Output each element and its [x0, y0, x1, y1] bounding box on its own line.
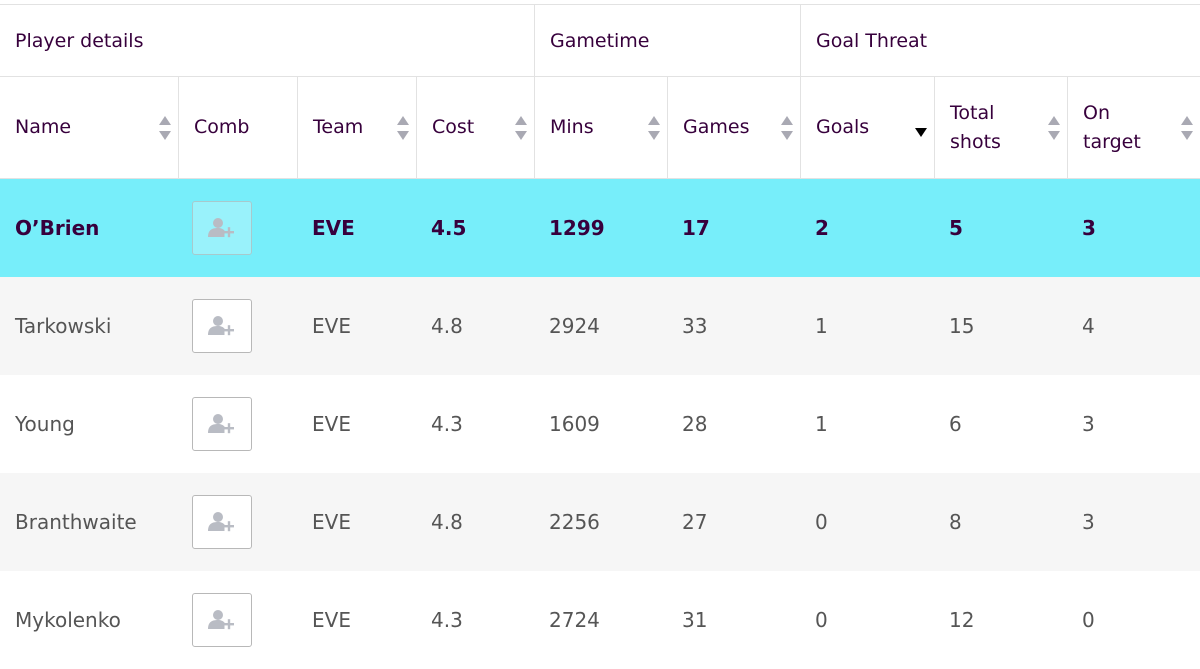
sort-toggle-icon[interactable]	[396, 115, 410, 140]
games: 28	[682, 412, 708, 436]
column-label: Comb	[194, 116, 250, 138]
add-user-icon	[208, 316, 234, 336]
goals: 1	[815, 314, 828, 338]
total-shots: 8	[949, 510, 962, 534]
player-name: Branthwaite	[15, 510, 137, 534]
add-user-icon	[208, 414, 234, 434]
on-target: 3	[1082, 216, 1096, 240]
group-goal-threat: Goal Threat	[800, 4, 1200, 77]
cost: 4.5	[431, 216, 467, 240]
cost: 4.8	[431, 510, 463, 534]
mins: 1609	[549, 412, 600, 436]
add-to-comparison-button[interactable]	[192, 397, 252, 451]
cost: 4.3	[431, 608, 463, 632]
group-label: Player details	[15, 29, 144, 52]
total-shots: 6	[949, 412, 962, 436]
sort-toggle-icon[interactable]	[514, 115, 528, 140]
mins: 2256	[549, 510, 600, 534]
group-label: Gametime	[550, 29, 650, 52]
group-label: Goal Threat	[816, 29, 928, 52]
column-label: Team	[313, 116, 364, 138]
player-name: O’Brien	[15, 216, 100, 240]
sort-toggle-icon[interactable]	[1180, 115, 1194, 140]
cost: 4.3	[431, 412, 463, 436]
team: EVE	[312, 216, 355, 240]
column-header-games[interactable]: Games	[667, 77, 800, 179]
team: EVE	[312, 314, 351, 338]
column-header-row: Name Comb Team Cost Mins Games Goals Tot…	[0, 77, 1200, 179]
add-to-comparison-button[interactable]	[192, 593, 252, 647]
goals: 0	[815, 608, 828, 632]
total-shots: 12	[949, 608, 975, 632]
player-stats-table: Player details Gametime Goal Threat Name…	[0, 0, 1200, 647]
column-header-team[interactable]: Team	[297, 77, 416, 179]
table-row[interactable]: O’Brien EVE 4.5 1299 17 2 5 3	[0, 179, 1200, 277]
player-name: Tarkowski	[15, 314, 112, 338]
table-row[interactable]: Young EVE 4.3 1609 28 1 6 3	[0, 375, 1200, 473]
column-label: Mins	[550, 116, 594, 138]
sort-descending-icon[interactable]	[914, 116, 928, 140]
column-label: Cost	[432, 116, 475, 138]
mins: 2924	[549, 314, 600, 338]
add-user-icon	[208, 218, 234, 238]
column-label: Games	[683, 116, 750, 138]
total-shots: 5	[949, 216, 963, 240]
team: EVE	[312, 412, 351, 436]
sort-toggle-icon[interactable]	[158, 115, 172, 140]
column-label: Goals	[816, 116, 870, 138]
on-target: 3	[1082, 412, 1095, 436]
table-row[interactable]: Branthwaite EVE 4.8 2256 27 0 8 3	[0, 473, 1200, 571]
comb-cell	[178, 179, 297, 277]
add-to-comparison-button[interactable]	[192, 201, 252, 255]
add-to-comparison-button[interactable]	[192, 495, 252, 549]
sort-toggle-icon[interactable]	[1047, 115, 1061, 140]
column-header-mins[interactable]: Mins	[534, 77, 667, 179]
games: 17	[682, 216, 710, 240]
on-target: 0	[1082, 608, 1095, 632]
sort-toggle-icon[interactable]	[647, 115, 661, 140]
column-header-goals[interactable]: Goals	[800, 77, 934, 179]
group-header-row: Player details Gametime Goal Threat	[0, 0, 1200, 77]
add-user-icon	[208, 610, 234, 630]
games: 31	[682, 608, 708, 632]
add-user-icon	[208, 512, 234, 532]
team: EVE	[312, 608, 351, 632]
column-header-name[interactable]: Name	[0, 77, 178, 179]
goals: 1	[815, 412, 828, 436]
games: 27	[682, 510, 708, 534]
mins: 2724	[549, 608, 600, 632]
on-target: 3	[1082, 510, 1095, 534]
table-row[interactable]: Mykolenko EVE 4.3 2724 31 0 12 0	[0, 571, 1200, 669]
goals: 2	[815, 216, 829, 240]
player-name: Mykolenko	[15, 608, 121, 632]
comb-cell	[178, 375, 297, 473]
column-header-on-target[interactable]: On target	[1067, 77, 1200, 179]
table-row[interactable]: Tarkowski EVE 4.8 2924 33 1 15 4	[0, 277, 1200, 375]
cost: 4.8	[431, 314, 463, 338]
column-label: On target	[1083, 101, 1141, 153]
player-name: Young	[15, 412, 75, 436]
group-gametime: Gametime	[534, 4, 800, 77]
group-player-details: Player details	[0, 4, 534, 77]
sort-toggle-icon[interactable]	[780, 115, 794, 140]
column-header-cost[interactable]: Cost	[416, 77, 534, 179]
comb-cell	[178, 277, 297, 375]
column-header-total-shots[interactable]: Total shots	[934, 77, 1067, 179]
comb-cell	[178, 571, 297, 669]
column-label: Name	[15, 116, 72, 138]
column-label: Total shots	[950, 101, 1001, 153]
mins: 1299	[549, 216, 605, 240]
games: 33	[682, 314, 708, 338]
add-to-comparison-button[interactable]	[192, 299, 252, 353]
column-header-comb: Comb	[178, 77, 297, 179]
on-target: 4	[1082, 314, 1095, 338]
goals: 0	[815, 510, 828, 534]
total-shots: 15	[949, 314, 975, 338]
comb-cell	[178, 473, 297, 571]
team: EVE	[312, 510, 351, 534]
